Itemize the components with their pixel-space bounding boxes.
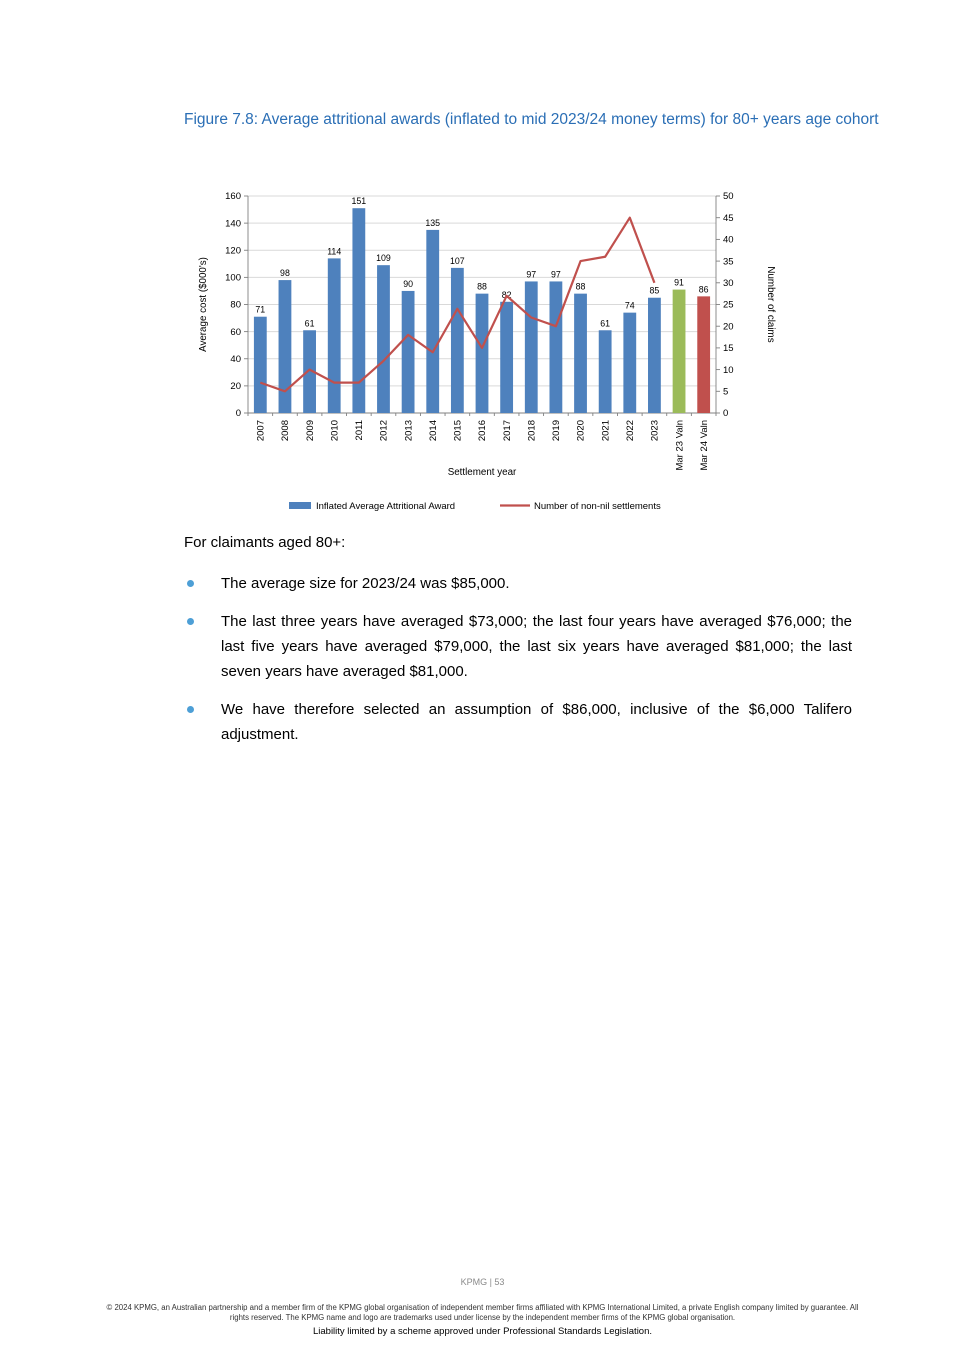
body-intro: For claimants aged 80+: — [184, 534, 346, 551]
x-axis-category-label: 2012 — [379, 420, 390, 441]
bar-2009 — [303, 330, 316, 413]
bar-data-label: 97 — [551, 269, 561, 279]
bar-data-label: 109 — [376, 253, 391, 263]
bar-2017 — [500, 301, 514, 413]
right-axis-tick-label: 35 — [723, 256, 734, 267]
x-axis-category-label: 2019 — [551, 420, 562, 441]
right-axis-tick-label: 25 — [723, 300, 734, 311]
x-axis-category-label: 2008 — [280, 420, 291, 441]
x-axis-category-label: 2007 — [256, 420, 267, 441]
footer-liability: Liability limited by a scheme approved u… — [312, 1326, 653, 1337]
left-axis-tick-label: 0 — [236, 408, 241, 419]
right-axis-tick-label: 45 — [723, 213, 734, 224]
bullet-item: The average size for 2023/24 was $85,000… — [184, 571, 852, 596]
chart-figure: 0 20 40 60 80 100 120 140 160 0 5 10 15 20 25 30 35 40 45 5… — [193, 180, 777, 520]
bar-2013 — [401, 290, 415, 413]
bar-2023 — [648, 297, 661, 413]
right-axis-tick-label: 0 — [723, 408, 728, 419]
bar-2019 — [549, 281, 563, 413]
left-axis-tick-label: 80 — [230, 300, 241, 311]
bar-2010 — [327, 258, 341, 413]
right-axis-title: Number of claims — [765, 266, 776, 342]
x-axis-category-label: 2009 — [305, 420, 316, 441]
bar-data-label: 98 — [280, 268, 290, 278]
body-text: For claimants aged 80+: The average size… — [184, 530, 852, 760]
bar-2015 — [450, 267, 464, 413]
x-axis-category-label: Mar 24 Valn — [699, 420, 710, 471]
bar-Mar-24-Valn — [697, 296, 711, 413]
right-axis-tick-label: 5 — [723, 387, 728, 398]
bar-2012 — [377, 265, 390, 413]
left-axis-tick-label: 20 — [230, 381, 241, 392]
x-axis-category-label: 2020 — [576, 420, 587, 441]
bar-2008 — [278, 280, 292, 413]
bar-data-label: 114 — [327, 246, 341, 256]
bar-data-label: 91 — [674, 278, 684, 288]
bar-data-label: 151 — [351, 196, 366, 206]
bar-2018 — [524, 281, 538, 413]
x-axis-category-label: 2013 — [403, 420, 414, 441]
bar-data-label: 61 — [600, 318, 610, 328]
right-axis-tick-label: 30 — [723, 278, 734, 289]
legend-bar-swatch — [289, 502, 311, 509]
right-axis-tick-label: 50 — [723, 191, 734, 202]
x-axis-category-label: 2011 — [354, 420, 365, 440]
x-axis-category-label: 2017 — [502, 420, 513, 441]
x-axis-category-label: 2018 — [526, 420, 537, 441]
bar-data-label: 88 — [477, 282, 487, 292]
bar-data-label: 97 — [526, 269, 536, 279]
x-axis-category-label: 2023 — [650, 420, 661, 441]
x-axis-category-label: 2021 — [600, 420, 611, 441]
left-axis-title: Average cost ($000's) — [198, 257, 209, 352]
left-axis-tick-label: 120 — [225, 245, 241, 256]
x-axis-category-label: 2016 — [477, 420, 488, 441]
bar-2011 — [352, 208, 366, 413]
bar-data-label: 74 — [625, 301, 635, 311]
bar-2007 — [253, 316, 267, 413]
legend-bar-label: Inflated Average Attritional Award — [316, 501, 455, 512]
bar-data-label: 90 — [403, 279, 413, 289]
left-axis-tick-label: 100 — [225, 273, 241, 284]
bullet-list: The average size for 2023/24 was $85,000… — [184, 571, 852, 747]
bar-data-label: 86 — [699, 284, 709, 294]
bar-data-label: 71 — [255, 305, 265, 315]
right-axis-tick-label: 20 — [723, 321, 734, 332]
x-axis-category-label: 2015 — [453, 420, 464, 441]
bar-2021 — [598, 330, 612, 413]
bullet-item: We have therefore selected an assumption… — [184, 697, 852, 747]
page-footer: KPMG | 53 © 2024 KPMG, an Australian par… — [0, 1277, 965, 1337]
left-axis-tick-label: 40 — [230, 354, 241, 365]
bar-2020 — [574, 293, 587, 413]
bar-data-label: 88 — [576, 282, 586, 292]
footer-disclaimer: © 2024 KPMG, an Australian partnership a… — [106, 1303, 859, 1322]
bar-2014 — [426, 229, 440, 413]
x-axis-category-label: 2014 — [428, 420, 439, 441]
left-axis-tick-label: 140 — [225, 218, 241, 229]
chart-canvas: 0 20 40 60 80 100 120 140 160 0 5 10 15 20 25 30 35 40 45 5… — [198, 191, 776, 512]
x-axis-category-label: 2010 — [329, 420, 340, 441]
right-axis-tick-label: 15 — [723, 343, 734, 354]
bar-2016 — [475, 293, 489, 413]
left-axis-tick-label: 60 — [230, 327, 241, 338]
bar-data-label: 85 — [650, 286, 660, 296]
bar-2022 — [623, 312, 637, 413]
bar-data-label: 135 — [425, 218, 440, 228]
line-non-nil-settlements — [259, 216, 656, 393]
legend-line-label: Number of non-nil settlements — [534, 501, 661, 512]
bullet-item: The last three years have averaged $73,0… — [184, 609, 852, 684]
x-axis-title: Settlement year — [448, 467, 517, 478]
right-axis-tick-label: 10 — [723, 365, 734, 376]
bar-Mar-23-Valn — [672, 289, 686, 413]
bar-data-label: 107 — [450, 256, 465, 266]
figure-title: Figure 7.8: Average attritional awards (… — [184, 111, 879, 128]
x-axis-category-label: 2022 — [625, 420, 636, 441]
page-number: KPMG | 53 — [460, 1277, 505, 1287]
x-axis-category-label: Mar 23 Valn — [674, 420, 685, 471]
left-axis-tick-label: 160 — [225, 191, 241, 202]
right-axis-tick-label: 40 — [723, 235, 734, 246]
bar-data-label: 61 — [305, 318, 315, 328]
